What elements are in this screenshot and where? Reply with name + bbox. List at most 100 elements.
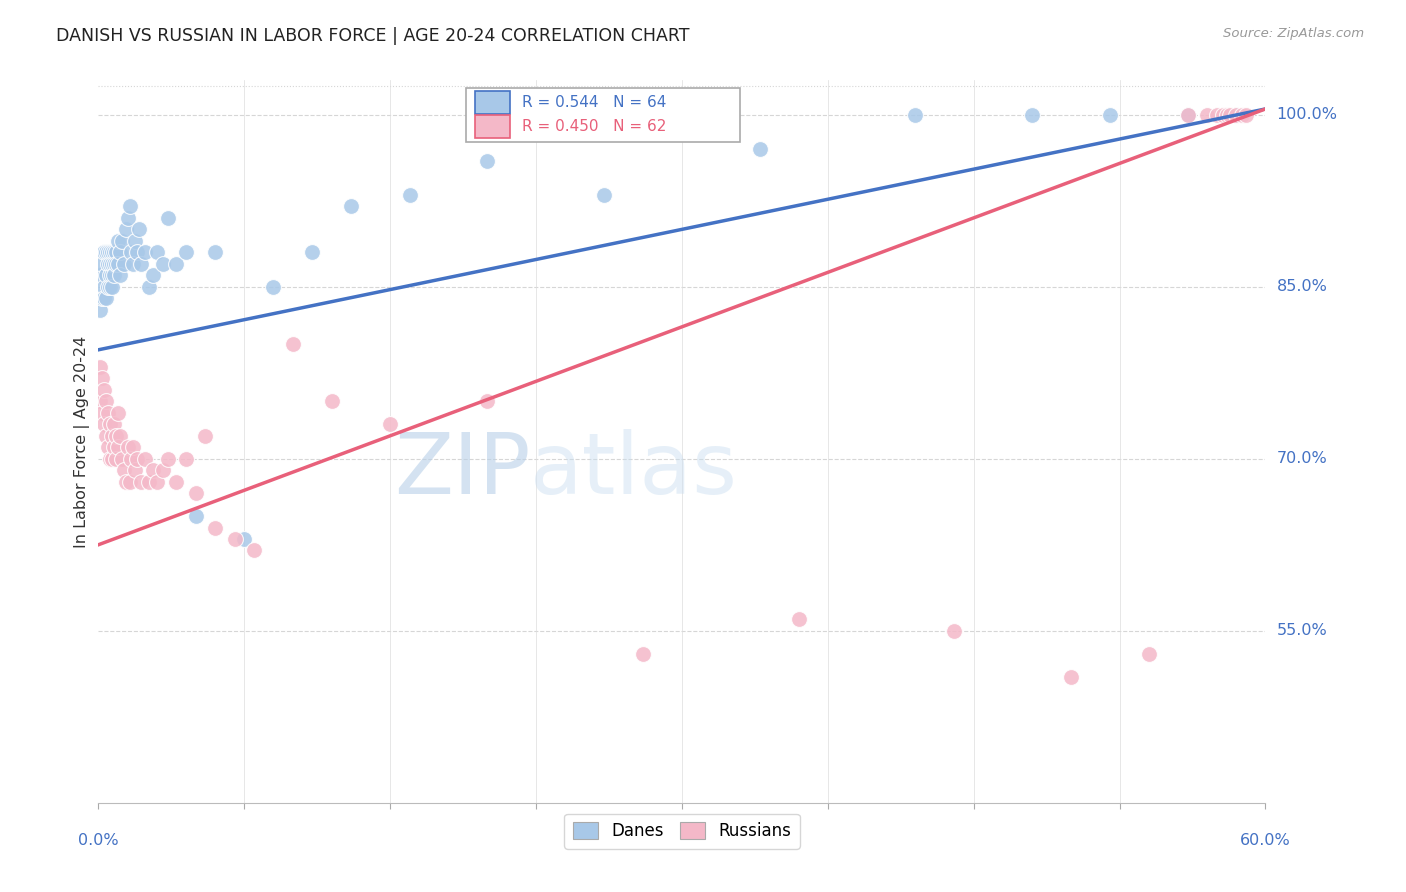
- Point: [89, 302, 111, 317]
- Point: [118, 199, 141, 213]
- Point: [124, 463, 146, 477]
- Point: [97, 279, 120, 293]
- Point: [98, 417, 121, 432]
- Point: [93, 417, 115, 432]
- Point: [89, 359, 111, 374]
- Text: 55.0%: 55.0%: [1277, 624, 1327, 639]
- Point: [194, 429, 217, 443]
- Point: [1195, 108, 1218, 122]
- Text: DANISH VS RUSSIAN IN LABOR FORCE | AGE 20-24 CORRELATION CHART: DANISH VS RUSSIAN IN LABOR FORCE | AGE 2…: [56, 27, 690, 45]
- Text: R = 0.450   N = 62: R = 0.450 N = 62: [522, 119, 666, 134]
- Point: [96, 291, 118, 305]
- Point: [96, 394, 118, 409]
- Point: [943, 624, 966, 638]
- Point: [174, 451, 197, 466]
- Point: [97, 440, 120, 454]
- Point: [112, 463, 135, 477]
- Point: [787, 612, 810, 626]
- Point: [112, 257, 135, 271]
- Point: [93, 291, 115, 305]
- Point: [97, 406, 120, 420]
- Point: [91, 406, 114, 420]
- Text: 60.0%: 60.0%: [1240, 833, 1291, 848]
- Point: [1137, 647, 1160, 661]
- Text: 70.0%: 70.0%: [1277, 451, 1327, 467]
- Point: [204, 520, 226, 534]
- Point: [1234, 108, 1257, 122]
- Point: [93, 245, 115, 260]
- Point: [593, 188, 616, 202]
- Point: [1215, 108, 1237, 122]
- Point: [96, 429, 118, 443]
- Point: [138, 279, 160, 293]
- Point: [98, 279, 121, 293]
- Point: [152, 463, 174, 477]
- Point: [204, 245, 226, 260]
- Text: R = 0.544   N = 64: R = 0.544 N = 64: [522, 95, 666, 111]
- Point: [111, 234, 134, 248]
- Point: [103, 245, 125, 260]
- Y-axis label: In Labor Force | Age 20-24: In Labor Force | Age 20-24: [75, 335, 90, 548]
- Point: [111, 451, 134, 466]
- Point: [117, 440, 139, 454]
- Point: [1205, 108, 1227, 122]
- Point: [128, 222, 150, 236]
- Point: [103, 268, 125, 283]
- Point: [129, 257, 152, 271]
- Point: [127, 245, 149, 260]
- Point: [146, 245, 169, 260]
- Point: [96, 268, 118, 283]
- Point: [91, 371, 114, 385]
- Point: [121, 451, 143, 466]
- Point: [134, 245, 156, 260]
- Point: [165, 257, 187, 271]
- Point: [142, 268, 165, 283]
- Point: [1060, 670, 1083, 684]
- Point: [1177, 108, 1199, 122]
- Point: [748, 142, 770, 156]
- Point: [233, 532, 256, 546]
- Text: ZIP: ZIP: [394, 429, 530, 512]
- Point: [91, 257, 114, 271]
- Point: [174, 245, 197, 260]
- Point: [96, 245, 118, 260]
- Point: [114, 222, 136, 236]
- Point: [122, 257, 145, 271]
- Point: [101, 268, 124, 283]
- Point: [101, 245, 124, 260]
- Point: [262, 279, 284, 293]
- Point: [904, 108, 927, 122]
- Point: [127, 451, 149, 466]
- Point: [1219, 108, 1241, 122]
- Point: [477, 394, 499, 409]
- Point: [398, 188, 420, 202]
- Point: [142, 463, 165, 477]
- Point: [97, 245, 120, 260]
- Point: [114, 475, 136, 489]
- Text: atlas: atlas: [530, 429, 738, 512]
- Point: [101, 451, 124, 466]
- Point: [101, 279, 124, 293]
- Point: [101, 257, 124, 271]
- Point: [107, 406, 129, 420]
- Point: [1021, 108, 1043, 122]
- Point: [157, 451, 180, 466]
- Point: [631, 647, 654, 661]
- Point: [98, 257, 121, 271]
- Point: [101, 429, 124, 443]
- Point: [122, 440, 145, 454]
- Point: [104, 451, 127, 466]
- Point: [1177, 108, 1199, 122]
- Point: [184, 509, 207, 524]
- Bar: [475, 91, 510, 114]
- Point: [117, 211, 139, 225]
- Point: [104, 257, 127, 271]
- Point: [380, 417, 402, 432]
- Text: 85.0%: 85.0%: [1277, 279, 1327, 294]
- Point: [118, 475, 141, 489]
- Point: [89, 394, 111, 409]
- Text: 100.0%: 100.0%: [1277, 107, 1337, 122]
- Point: [104, 245, 127, 260]
- FancyBboxPatch shape: [465, 87, 741, 142]
- Point: [146, 475, 169, 489]
